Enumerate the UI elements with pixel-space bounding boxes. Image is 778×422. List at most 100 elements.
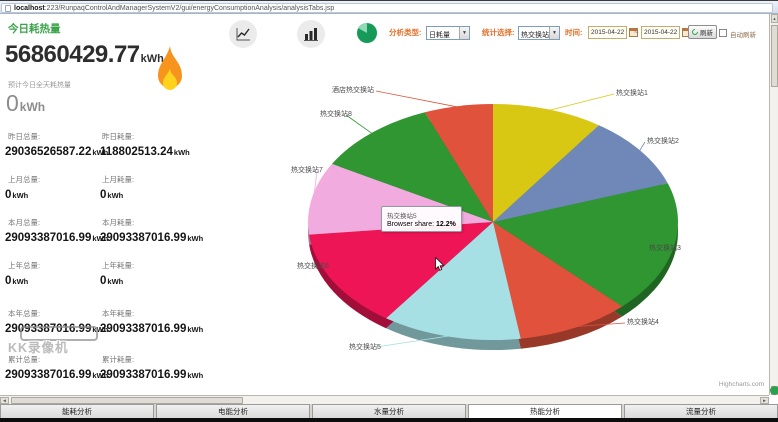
pie-slice-热交换站5[interactable] xyxy=(386,222,521,341)
bar-chart-button[interactable] xyxy=(297,20,325,48)
today-consumption: 56860429.77 kWh xyxy=(5,41,164,69)
page-icon xyxy=(5,4,11,12)
pie-label-connector xyxy=(375,335,451,348)
today-consumption-unit: kWh xyxy=(140,53,164,65)
date-from-input[interactable]: 2015-04-22 xyxy=(588,26,628,39)
pie-label-connector xyxy=(638,141,646,152)
pie-label-热交换站2: 热交换站2 xyxy=(647,138,679,145)
stat-select-value: 热交换站 xyxy=(521,32,549,39)
pie-label-热交换站7: 热交换站7 xyxy=(291,167,323,174)
pie-slice-热交换站3[interactable] xyxy=(493,183,679,307)
analysis-type-label: 分析类型: xyxy=(389,28,422,37)
stat-value: 29036526587.22kWh xyxy=(5,146,109,158)
stat-value: 0kWh xyxy=(100,189,124,201)
pie-label-热交换站5: 热交换站5 xyxy=(349,344,381,351)
flame-icon xyxy=(158,46,182,90)
recorder-watermark: KK录像机 xyxy=(8,341,69,355)
vertical-scroll-thumb[interactable] xyxy=(771,25,778,87)
tab-3[interactable]: 水量分析 xyxy=(312,404,466,418)
url-host: localhost xyxy=(14,4,45,12)
today-consumption-value: 56860429.77 xyxy=(5,41,140,68)
stat-select-label: 统计选择: xyxy=(482,28,515,37)
stat-label: 昨日耗量: xyxy=(102,132,135,141)
pie-label-热交换站4: 热交换站4 xyxy=(627,319,659,326)
horizontal-scrollbar[interactable]: ◄ ► xyxy=(0,395,769,404)
auto-refresh-checkbox[interactable] xyxy=(719,29,727,37)
chevron-down-icon: ▼ xyxy=(459,27,469,39)
pie-slice-热交换站1[interactable] xyxy=(493,103,599,222)
stat-label: 本年总量: xyxy=(8,309,41,318)
tooltip-value: 12.2% xyxy=(436,221,456,228)
pie-slice-热交换站4[interactable] xyxy=(493,222,623,339)
date-from-group: 2015-04-22 xyxy=(588,26,639,39)
url-path: :223/RunpaqControlAndManagerSystemV2/gui… xyxy=(44,4,335,12)
scroll-up-icon[interactable]: ▲ xyxy=(771,14,778,23)
tab-2[interactable]: 电能分析 xyxy=(156,404,310,418)
scroll-right-icon[interactable]: ► xyxy=(760,397,769,404)
corner-widget xyxy=(770,386,778,395)
analysis-type-select[interactable]: 日耗量 ▼ xyxy=(426,26,470,40)
auto-refresh-label: 自动刷新 xyxy=(730,32,756,39)
stat-value: 29093387016.99kWh xyxy=(100,369,204,381)
pie-chart-button[interactable] xyxy=(356,22,378,49)
stat-select[interactable]: 热交换站 ▼ xyxy=(518,26,560,40)
vertical-scrollbar[interactable]: ▲ ▼ xyxy=(769,14,778,395)
stat-label: 本年耗量: xyxy=(102,309,135,318)
highcharts-credits[interactable]: Highcharts.com xyxy=(718,381,764,388)
pie-label-connector xyxy=(313,170,318,199)
pie-chart-icon xyxy=(357,23,377,43)
url-field[interactable]: localhost:223/RunpaqControlAndManagerSys… xyxy=(1,3,773,13)
forecast-value: 0 xyxy=(6,90,19,116)
stat-value: 29093387016.99kWh xyxy=(100,323,204,335)
line-chart-button[interactable] xyxy=(229,20,257,48)
stat-label: 本月总量: xyxy=(8,218,41,227)
pie-slice-热交换站8[interactable] xyxy=(332,112,493,222)
stat-label: 上月耗量: xyxy=(102,175,135,184)
chevron-down-icon: ▼ xyxy=(549,27,559,39)
pie-label-热交换站3: 热交换站3 xyxy=(649,245,681,252)
stat-value: 0kWh xyxy=(5,189,29,201)
forecast-label: 预计今日全天耗热量 xyxy=(8,82,71,89)
refresh-button[interactable]: 刷新 xyxy=(688,25,717,39)
pie-slice-热交换站2[interactable] xyxy=(493,125,668,222)
pie-slice-热交换站6[interactable] xyxy=(309,222,493,319)
forecast-unit: kWh xyxy=(19,100,46,114)
mouse-cursor xyxy=(435,257,445,271)
tab-1[interactable]: 能耗分析 xyxy=(0,404,154,418)
stat-value: 118802513.24kWh xyxy=(100,146,190,158)
stat-label: 累计总量: xyxy=(8,355,41,364)
bar-chart-icon xyxy=(304,28,318,41)
stat-value: 0kWh xyxy=(100,275,124,287)
line-chart-icon xyxy=(236,28,250,41)
stat-value: 29093387016.99kWh xyxy=(5,369,109,381)
pie-label-connector xyxy=(547,93,615,111)
stat-label: 上年耗量: xyxy=(102,261,135,270)
stat-value: 29093387016.99kWh xyxy=(100,232,204,244)
tooltip-series-line: Browser share: 12.2% xyxy=(387,221,456,228)
forecast-value-row: 0 kWh xyxy=(6,90,45,117)
tab-5[interactable]: 流量分析 xyxy=(624,404,778,418)
pie-slice-酒店热交换站[interactable] xyxy=(424,104,493,222)
stat-label: 上月总量: xyxy=(8,175,41,184)
pie-label-connector xyxy=(345,114,373,135)
pie-label-热交换站8: 热交换站8 xyxy=(320,111,352,118)
tooltip-point-name: 热交换站5 xyxy=(387,213,417,220)
stat-label: 本月耗量: xyxy=(102,218,135,227)
stat-label: 上年总量: xyxy=(8,261,41,270)
scroll-left-icon[interactable]: ◄ xyxy=(0,397,9,404)
tab-4[interactable]: 热能分析 xyxy=(468,404,622,418)
pie-label-热交换站6: 热交换站6 xyxy=(297,263,329,270)
calendar-icon[interactable] xyxy=(629,28,639,37)
pie-label-connector xyxy=(375,90,459,108)
horizontal-scroll-thumb[interactable] xyxy=(11,397,243,404)
date-to-input[interactable]: 2015-04-22 xyxy=(641,26,681,39)
stat-label: 累计耗量: xyxy=(102,355,135,364)
browser-address-bar: localhost:223/RunpaqControlAndManagerSys… xyxy=(0,0,778,14)
chart-tooltip: 热交换站5 Browser share: 12.2% xyxy=(381,206,462,232)
tooltip-series-label: Browser share: xyxy=(387,221,435,228)
url-text: localhost:223/RunpaqControlAndManagerSys… xyxy=(14,4,335,12)
recorder-watermark-box xyxy=(20,326,98,341)
stat-value: 0kWh xyxy=(5,275,29,287)
